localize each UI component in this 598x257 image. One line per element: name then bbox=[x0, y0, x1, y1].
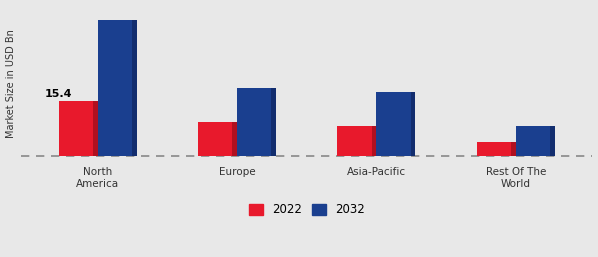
Bar bbox=[59, 101, 97, 156]
Bar bbox=[516, 126, 555, 156]
Bar bbox=[411, 91, 416, 156]
Bar bbox=[233, 122, 237, 156]
Y-axis label: Market Size in USD Bn: Market Size in USD Bn bbox=[5, 29, 16, 138]
Bar bbox=[550, 126, 555, 156]
Bar bbox=[198, 122, 237, 156]
Bar bbox=[337, 126, 377, 156]
Bar bbox=[97, 20, 137, 156]
Legend: 2022, 2032: 2022, 2032 bbox=[244, 198, 370, 221]
Bar bbox=[372, 126, 377, 156]
Bar bbox=[237, 88, 276, 156]
Bar bbox=[477, 142, 516, 156]
Bar bbox=[377, 91, 416, 156]
Bar bbox=[132, 20, 137, 156]
Bar bbox=[93, 101, 97, 156]
Text: 15.4: 15.4 bbox=[45, 89, 73, 99]
Bar bbox=[271, 88, 276, 156]
Bar bbox=[511, 142, 516, 156]
